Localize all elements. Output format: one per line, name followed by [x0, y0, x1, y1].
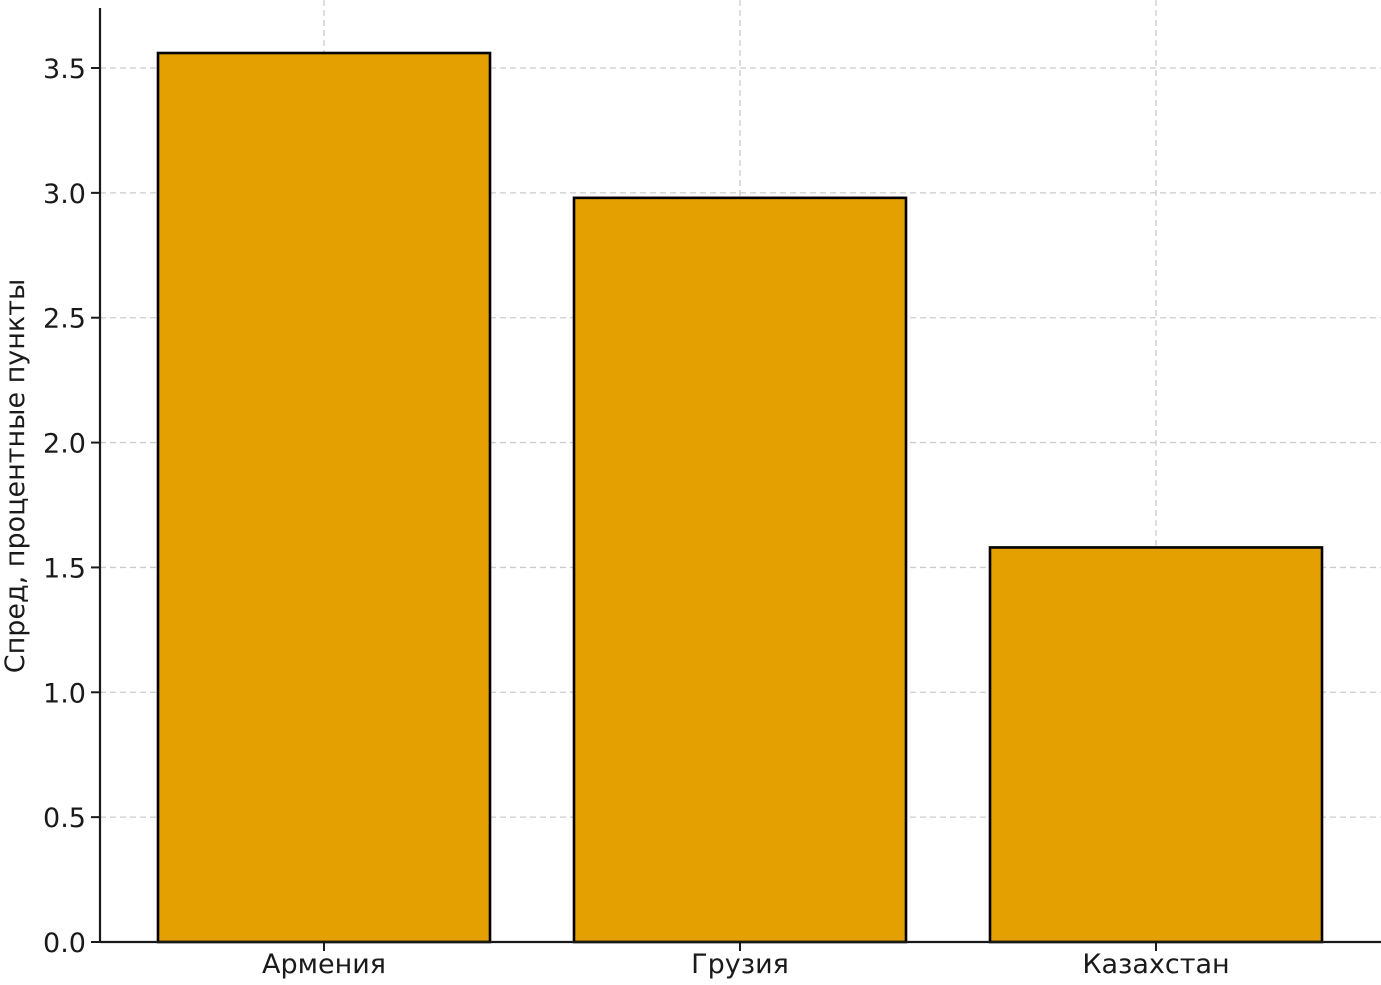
y-tick-label: 3.0 — [43, 179, 86, 210]
y-tick-label: 0.5 — [43, 803, 86, 834]
y-tick-label: 3.5 — [43, 54, 86, 85]
bar-2 — [572, 196, 908, 944]
y-tick-label: 2.5 — [43, 304, 86, 335]
x-tick-label: Казахстан — [1082, 949, 1229, 980]
y-tick-label: 1.0 — [43, 678, 86, 709]
bars — [156, 51, 1324, 944]
y-tick-label: 2.0 — [43, 429, 86, 460]
ticks: 0.0 0.5 1.0 1.5 2.0 2.5 3.0 3.5 Армения Грузия Каз… — [43, 54, 1230, 980]
y-axis-title: Спред, процентные пункты — [0, 279, 31, 674]
y-tick-label: 0.0 — [43, 928, 86, 959]
bar-1 — [156, 51, 492, 944]
bar-3 — [988, 546, 1324, 944]
x-tick-label: Армения — [262, 949, 386, 980]
x-tick-label: Грузия — [691, 949, 789, 980]
y-tick-label: 1.5 — [43, 553, 86, 584]
